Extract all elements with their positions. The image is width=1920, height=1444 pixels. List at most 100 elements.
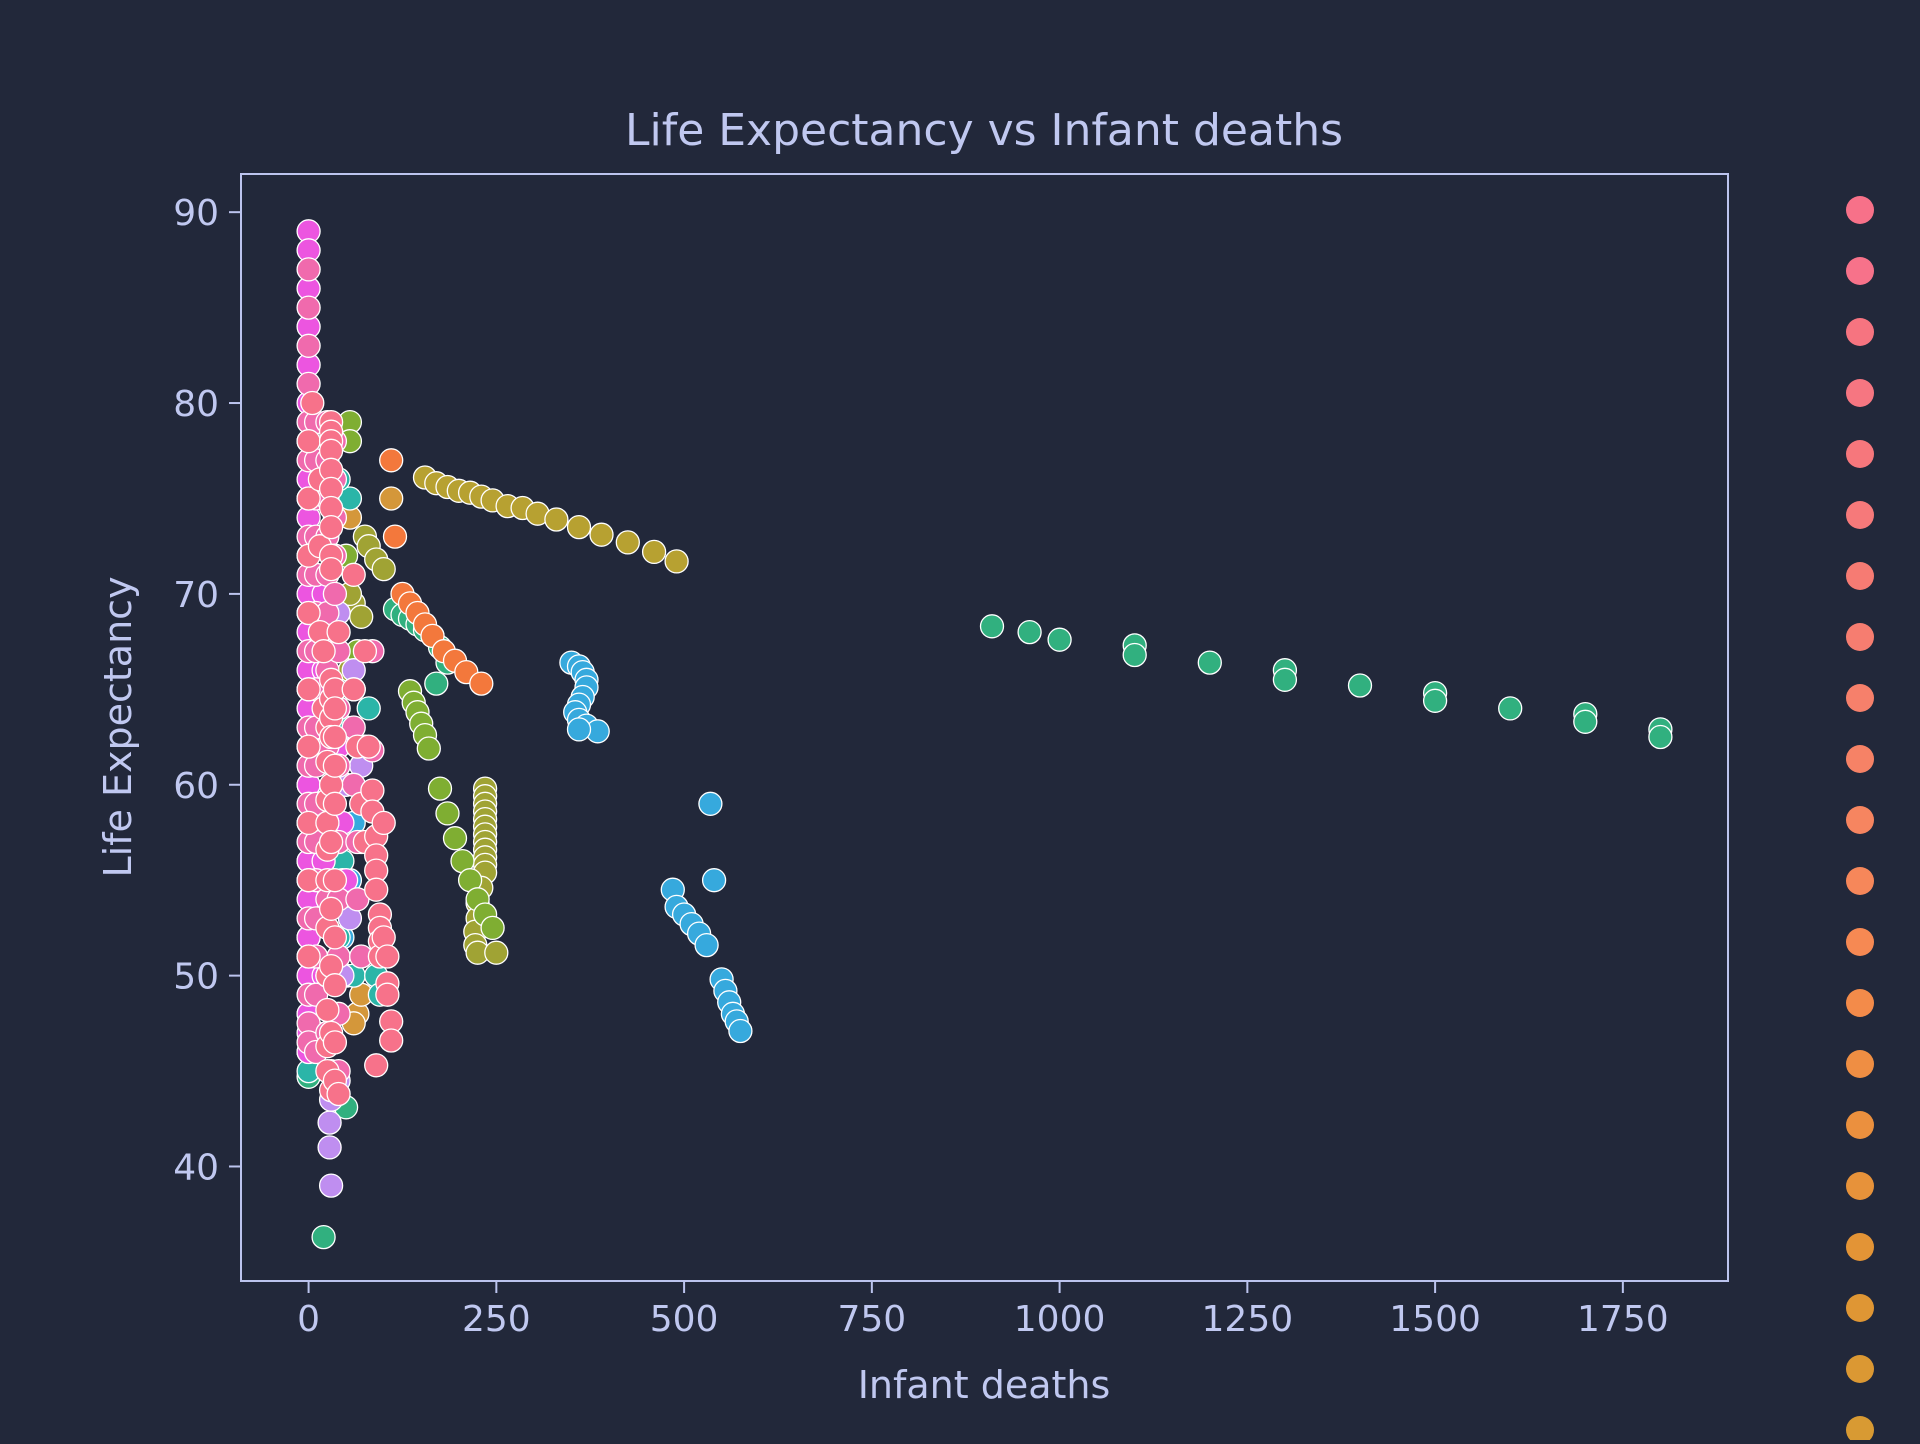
data-point bbox=[296, 295, 321, 320]
data-point bbox=[698, 791, 723, 816]
data-point bbox=[296, 600, 321, 626]
data-point bbox=[664, 549, 689, 574]
data-point bbox=[416, 736, 441, 761]
data-point bbox=[484, 940, 509, 965]
y-tick-label: 50 bbox=[173, 957, 219, 998]
legend-marker bbox=[1846, 196, 1874, 224]
data-point bbox=[442, 826, 468, 851]
legend-marker bbox=[1846, 867, 1874, 895]
data-point bbox=[701, 868, 727, 893]
data-points bbox=[296, 219, 1673, 1250]
data-point bbox=[1648, 724, 1673, 750]
data-point bbox=[1047, 627, 1072, 652]
data-point bbox=[322, 1030, 348, 1055]
y-axis-label: Life Expectancy bbox=[96, 576, 140, 877]
legend-marker bbox=[1846, 440, 1874, 468]
data-point bbox=[469, 671, 494, 696]
x-tick-label: 1250 bbox=[1202, 1299, 1294, 1340]
data-point bbox=[1573, 709, 1598, 734]
legend-marker bbox=[1846, 1172, 1874, 1200]
legend-marker bbox=[1846, 806, 1874, 834]
chart-title: Life Expectancy vs Infant deaths bbox=[625, 105, 1343, 156]
x-tick-label: 1000 bbox=[1014, 1299, 1106, 1340]
data-point bbox=[322, 724, 348, 750]
data-point bbox=[424, 671, 449, 696]
data-point bbox=[296, 944, 321, 969]
data-point bbox=[589, 522, 614, 547]
series-0 bbox=[412, 465, 689, 574]
legend-marker bbox=[1846, 1416, 1874, 1444]
data-point bbox=[371, 556, 396, 582]
data-point bbox=[296, 486, 321, 511]
data-point bbox=[382, 524, 408, 549]
legend-marker bbox=[1846, 1355, 1874, 1383]
data-point bbox=[379, 486, 404, 511]
legend bbox=[1846, 196, 1874, 1444]
legend-marker bbox=[1846, 1233, 1874, 1261]
legend-marker bbox=[1846, 745, 1874, 773]
legend-marker bbox=[1846, 318, 1874, 346]
data-point bbox=[375, 944, 400, 969]
data-point bbox=[979, 614, 1005, 639]
data-point bbox=[375, 982, 400, 1007]
y-tick-label: 60 bbox=[173, 766, 219, 807]
legend-marker bbox=[1846, 623, 1874, 651]
data-point bbox=[1498, 696, 1523, 721]
data-point bbox=[566, 717, 592, 742]
data-point bbox=[322, 791, 348, 816]
x-axis-label: Infant deaths bbox=[858, 1363, 1111, 1407]
data-point bbox=[311, 1224, 336, 1250]
data-point bbox=[322, 581, 348, 607]
data-point bbox=[371, 810, 396, 836]
data-point bbox=[326, 1081, 351, 1107]
data-point bbox=[1017, 619, 1042, 645]
data-point bbox=[364, 877, 389, 902]
data-point bbox=[1197, 650, 1222, 675]
data-point bbox=[379, 448, 404, 473]
legend-marker bbox=[1846, 1294, 1874, 1322]
data-point bbox=[318, 556, 344, 582]
data-point bbox=[1422, 688, 1448, 713]
data-point bbox=[480, 915, 505, 941]
data-point bbox=[341, 562, 366, 587]
series-11 bbox=[296, 390, 404, 1107]
legend-marker bbox=[1846, 684, 1874, 712]
x-tick-label: 1500 bbox=[1389, 1299, 1481, 1340]
data-point bbox=[318, 896, 344, 921]
legend-marker bbox=[1846, 989, 1874, 1017]
data-point bbox=[694, 932, 719, 958]
legend-marker bbox=[1846, 1111, 1874, 1139]
data-point bbox=[322, 753, 348, 778]
y-tick-label: 40 bbox=[173, 1147, 219, 1188]
data-point bbox=[341, 677, 366, 702]
data-point bbox=[317, 1135, 342, 1160]
data-point bbox=[360, 778, 385, 803]
x-tick-label: 1750 bbox=[1577, 1299, 1669, 1340]
data-point bbox=[311, 639, 336, 664]
data-point bbox=[318, 1173, 344, 1198]
x-tick-label: 750 bbox=[837, 1299, 906, 1340]
y-tick-label: 90 bbox=[173, 193, 219, 234]
legend-marker bbox=[1846, 257, 1874, 285]
y-axis: 40 50 60 70 80 90 bbox=[173, 193, 241, 1188]
plot-frame bbox=[240, 173, 1729, 1282]
data-point bbox=[641, 539, 667, 565]
y-tick-label: 80 bbox=[173, 384, 219, 425]
data-point bbox=[728, 1018, 753, 1044]
data-point bbox=[352, 639, 378, 664]
data-point bbox=[296, 677, 321, 702]
data-point bbox=[356, 696, 381, 721]
y-tick-label: 70 bbox=[173, 575, 219, 616]
data-point bbox=[296, 257, 321, 282]
data-point bbox=[427, 776, 453, 801]
data-point bbox=[296, 429, 321, 454]
data-point bbox=[322, 973, 348, 998]
data-point bbox=[322, 696, 348, 721]
legend-marker bbox=[1846, 501, 1874, 529]
data-point bbox=[544, 507, 569, 532]
data-point bbox=[315, 997, 340, 1023]
series-5 bbox=[379, 448, 494, 696]
x-tick-label: 500 bbox=[650, 1299, 719, 1340]
